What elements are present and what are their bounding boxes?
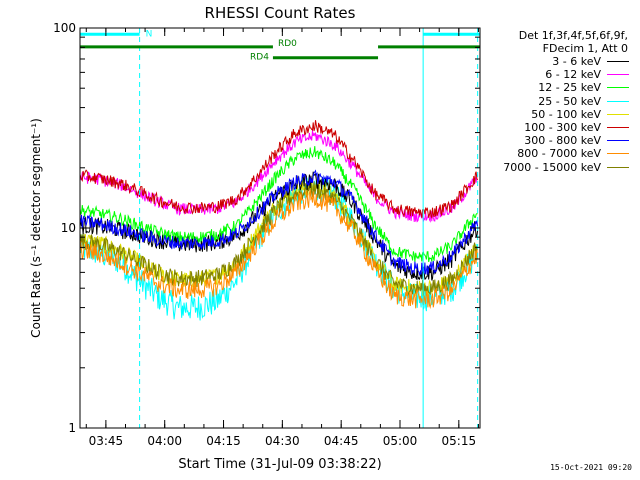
x-tick-label: 05:00	[383, 434, 418, 448]
legend-header-line-1: Det 1f,3f,4f,5f,6f,9f,	[518, 29, 628, 42]
x-tick-label: 04:00	[147, 434, 182, 448]
legend-swatch	[607, 61, 629, 63]
legend-entry: 25 - 50 keV	[482, 95, 632, 108]
legend-entry-label: 7000 - 15000 keV	[503, 160, 601, 174]
legend-entry-label: 6 - 12 keV	[545, 68, 601, 82]
legend-swatch	[607, 153, 629, 155]
x-tick-label: 03:45	[89, 434, 124, 448]
annotation-layer: N RD0 RD4	[80, 29, 480, 63]
legend-entry: 800 - 7000 keV	[482, 147, 632, 160]
legend-entry-label: 25 - 50 keV	[538, 94, 601, 108]
legend-entry-label: 300 - 800 keV	[524, 134, 601, 148]
legend-entry-label: 100 - 300 keV	[524, 121, 601, 135]
legend-entry-label: 50 - 100 keV	[531, 107, 601, 121]
x-tick-label: 04:30	[265, 434, 300, 448]
series-layer	[79, 120, 479, 321]
legend-entry: 100 - 300 keV	[482, 121, 632, 134]
x-axis-label: Start Time (31-Jul-09 03:38:22)	[178, 457, 381, 472]
series-line	[79, 189, 479, 309]
legend-swatch	[607, 74, 629, 76]
x-tick-label: 05:15	[442, 434, 477, 448]
legend-entry: 12 - 25 keV	[482, 81, 632, 94]
legend-entry: 7000 - 15000 keV	[482, 161, 632, 174]
series-line	[79, 181, 479, 297]
timestamp: 15-Oct-2021 09:20	[550, 463, 632, 472]
legend-entry: 6 - 12 keV	[482, 68, 632, 81]
legend-entry-label: 800 - 7000 keV	[517, 147, 601, 161]
legend-swatch	[607, 113, 629, 115]
y-axis-label: Count Rate (s⁻¹ detector segment⁻¹)	[29, 118, 43, 338]
legend-entry-label: 12 - 25 keV	[538, 81, 601, 95]
chart-title: RHESSI Count Rates	[205, 4, 356, 22]
legend-swatch	[607, 140, 629, 142]
y-tick-label: 1	[68, 421, 76, 435]
legend-rows: 3 - 6 keV 6 - 12 keV 12 - 25 keV 25 - 50 ke…	[482, 55, 632, 174]
series-line	[79, 169, 479, 277]
annotation-label: RD4	[250, 53, 269, 63]
series-line	[79, 171, 479, 281]
legend-swatch	[607, 87, 629, 89]
axis-layer: 1 10 100 03:45 04:00 04:15 04:30 04:45 05:00 05:1…	[53, 21, 480, 448]
legend-swatch	[607, 100, 629, 102]
legend-entry: 50 - 100 keV	[482, 108, 632, 121]
legend-entry: 3 - 6 keV	[482, 55, 632, 68]
annotation-label: RD0	[278, 39, 297, 49]
series-line	[79, 120, 479, 220]
legend-entry: 300 - 800 keV	[482, 134, 632, 147]
legend-swatch	[607, 127, 629, 129]
y-tick-label: 10	[61, 221, 76, 235]
legend-entry-label: 3 - 6 keV	[552, 55, 601, 69]
annotation-label: N	[146, 29, 153, 39]
y-tick-label: 100	[53, 21, 76, 35]
legend-swatch	[607, 166, 629, 168]
series-line	[79, 146, 478, 263]
legend-header-line-2: FDecim 1, Att 0	[542, 42, 628, 55]
legend: Det 1f,3f,4f,5f,6f,9f, FDecim 1, Att 0 3…	[482, 29, 632, 174]
x-tick-label: 04:45	[324, 434, 359, 448]
x-tick-label: 04:15	[206, 434, 241, 448]
